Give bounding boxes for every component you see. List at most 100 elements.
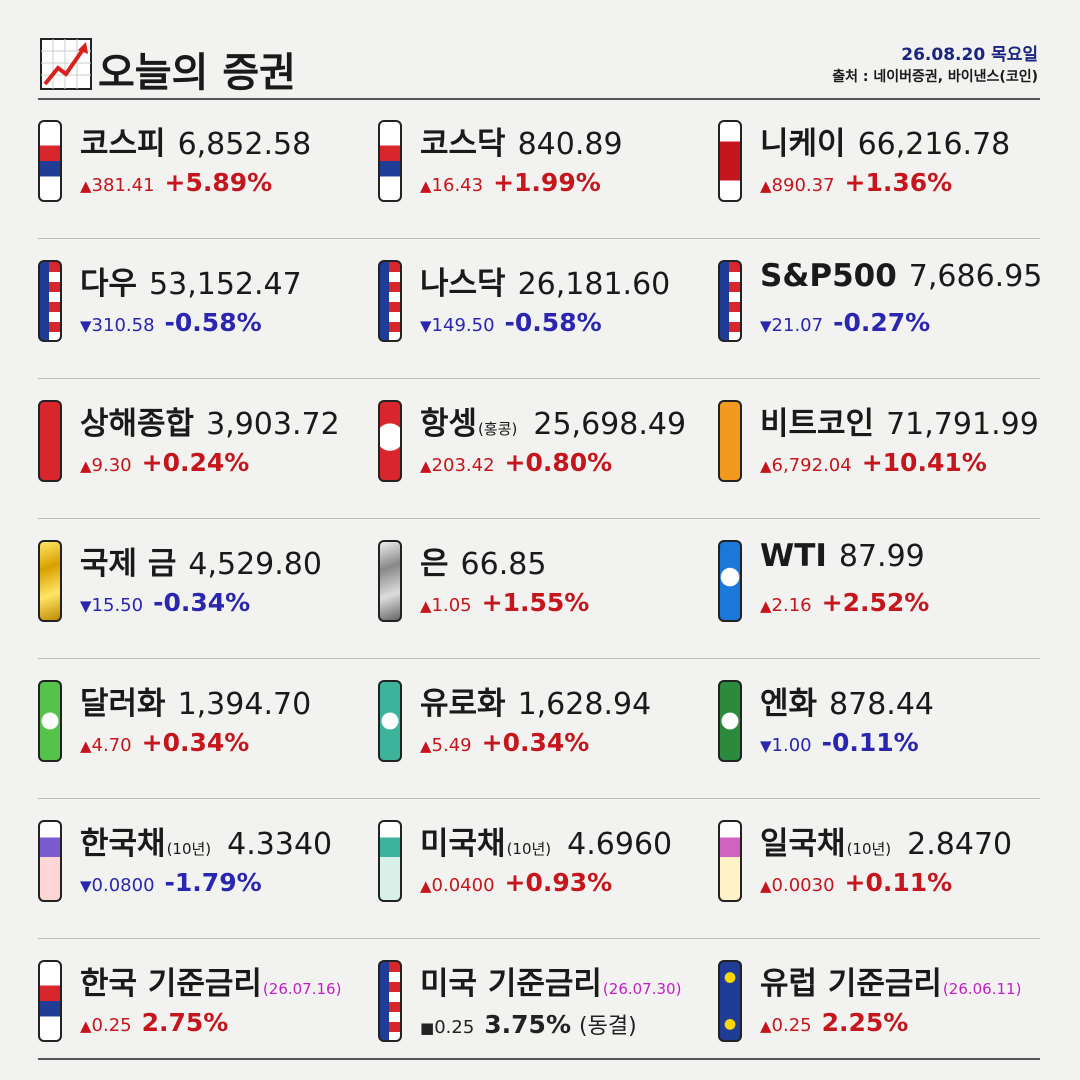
value: 4.6960 [567,827,673,862]
title-line: 다우 53,152.47 [80,258,302,303]
icon [38,120,62,202]
arrow: ▲ [80,457,92,475]
percent: +0.24% [141,448,250,477]
percent: 3.75% [484,1010,571,1039]
change: 890.37 [771,175,835,196]
tile: 달러화 1,394.70 ▲ 4.70 +0.34% [38,678,378,788]
change: 0.25 [91,1015,132,1036]
icon [378,400,402,482]
value: 2.8470 [907,827,1013,862]
name: 일국채 [760,826,846,862]
name: 유로화 [420,686,506,722]
icon [378,960,402,1042]
change-line: ▲ 4.70 +0.34% [80,728,249,757]
sub: (26.06.11) [942,980,1022,998]
percent: -1.79% [164,868,262,897]
value: 53,152.47 [149,267,302,302]
percent: -0.27% [833,308,931,337]
icon [38,820,62,902]
icon [38,540,62,622]
icon [718,540,742,622]
value: 25,698.49 [533,407,687,442]
change-line: ▼ 15.50 -0.34% [80,588,250,617]
change-line: ▼ 149.50 -0.58% [420,308,602,337]
tile: 국제 금 4,529.80 ▼ 15.50 -0.34% [38,538,378,648]
change-line: ▲ 9.30 +0.24% [80,448,249,477]
change: 149.50 [431,315,495,336]
name: 상해종합 [80,406,195,442]
tile: 코스피 6,852.58 ▲ 381.41 +5.89% [38,118,378,228]
name: 나스닥 [420,266,506,302]
tile: 항셍 (홍콩) 25,698.49 ▲ 203.42 +0.80% [378,398,718,508]
percent: -0.58% [164,308,262,337]
title-line: 유로화 1,628.94 [420,678,651,723]
name: 다우 [80,266,138,302]
percent: +10.41% [861,448,987,477]
frame [38,98,1040,1060]
change-line: ▲ 6,792.04 +10.41% [760,448,987,477]
tile: 한국 기준금리 (26.07.16) ▲ 0.25 2.75% [38,958,378,1068]
change: 6,792.04 [771,455,852,476]
name: 국제 금 [80,546,177,582]
icon [718,260,742,342]
arrow: ▼ [760,737,772,755]
value: 4,529.80 [188,547,322,582]
change-line: ■ 0.25 3.75% (동결) [420,1008,637,1040]
tile: S&P500 7,686.95 ▼ 21.07 -0.27% [718,258,1058,368]
change: 381.41 [91,175,155,196]
change: 1.05 [431,595,472,616]
arrow: ▲ [760,1017,772,1035]
change-line: ▲ 0.25 2.75% [80,1008,228,1037]
change: 5.49 [431,735,472,756]
percent: -0.34% [153,588,251,617]
icon [378,260,402,342]
sub: (10년) [166,840,212,858]
name: 코스닥 [420,126,506,162]
tile: 은 66.85 ▲ 1.05 +1.55% [378,538,718,648]
title-line: 코스피 6,852.58 [80,118,311,163]
title-line: 한국채 (10년) 4.3340 [80,818,332,863]
title-line: 국제 금 4,529.80 [80,538,322,583]
arrow: ▲ [760,457,772,475]
percent: +5.89% [164,168,273,197]
change: 203.42 [431,455,495,476]
title-line: 미국채 (10년) 4.6960 [420,818,672,863]
sub: (26.07.30) [602,980,682,998]
arrow: ▼ [80,317,92,335]
change: 0.25 [434,1017,475,1038]
arrow: ▲ [420,877,432,895]
tile: 유럽 기준금리 (26.06.11) ▲ 0.25 2.25% [718,958,1058,1068]
value: 87.99 [838,539,925,574]
change: 0.0800 [91,875,155,896]
title-line: 코스닥 840.89 [420,118,623,163]
icon [38,260,62,342]
value: 1,628.94 [517,687,652,722]
title-line: 한국 기준금리 (26.07.16) [80,958,345,1003]
percent: +0.93% [504,868,613,897]
change: 0.0400 [431,875,495,896]
tile: 니케이 66,216.78 ▲ 890.37 +1.36% [718,118,1058,228]
value: 840.89 [517,127,623,162]
change-line: ▲ 890.37 +1.36% [760,168,952,197]
chart-icon [40,38,92,90]
change-line: ▲ 381.41 +5.89% [80,168,272,197]
value: 71,791.99 [886,407,1039,442]
name: 비트코인 [760,406,875,442]
title-line: 니케이 66,216.78 [760,118,1010,163]
name: 항셍 [420,406,478,442]
change: 310.58 [91,315,155,336]
icon [378,680,402,762]
change: 21.07 [771,315,824,336]
name: 한국채 [80,826,166,862]
name: 미국채 [420,826,506,862]
tile: 미국 기준금리 (26.07.30) ■ 0.25 3.75% (동결) [378,958,718,1068]
percent: -0.58% [504,308,602,337]
value: 7,686.95 [908,259,1043,294]
percent: +1.99% [493,168,601,197]
title-line: 엔화 878.44 [760,678,934,723]
name: 엔화 [760,686,818,722]
percent: +0.11% [844,868,953,897]
value: 4.3340 [227,827,333,862]
arrow: ▲ [420,737,432,755]
change-line: ▲ 2.16 +2.52% [760,588,929,617]
